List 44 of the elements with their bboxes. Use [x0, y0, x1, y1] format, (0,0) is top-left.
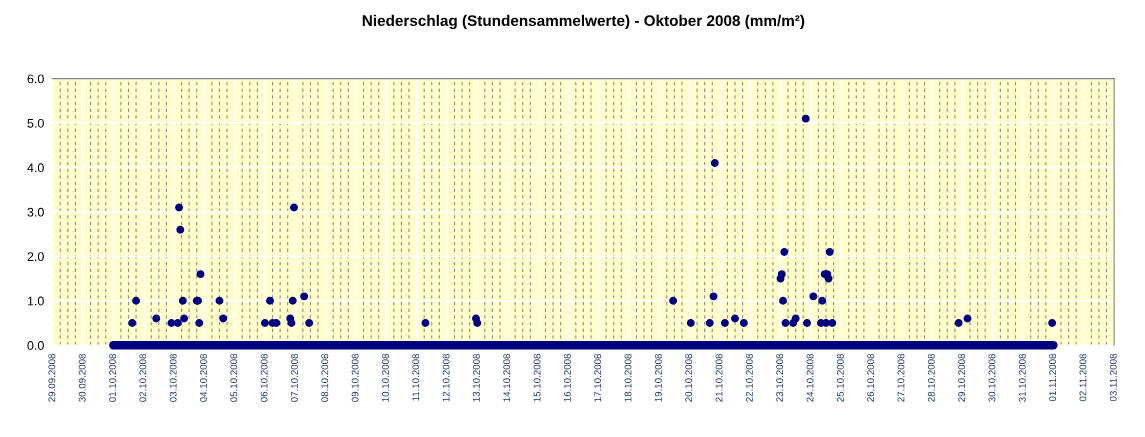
y-tick-label: 5.0 — [27, 118, 44, 128]
x-tick-label: 23.10.2008 — [776, 353, 784, 402]
x-tick-label: 10.10.2008 — [381, 353, 389, 402]
x-tick-label: 01.10.2008 — [109, 353, 116, 402]
x-tick-label: 02.10.2008 — [139, 353, 147, 402]
x-tick-label: 14.10.2008 — [503, 353, 511, 402]
chart-title: Niederschlag (Stundensammelwerte) - Oktober 2008 (mm/m²) — [362, 14, 805, 30]
x-tick-label: 22.10.2008 — [745, 353, 753, 402]
x-tick-label: 20.10.2008 — [685, 353, 693, 402]
x-tick-label: 16.10.2008 — [563, 353, 571, 402]
x-tick-label: 09.10.2008 — [351, 353, 359, 402]
x-tick-label: 18.10.2008 — [624, 353, 632, 402]
x-tick-label: 03.10.2008 — [169, 353, 177, 402]
x-tick-label: 17.10.2008 — [594, 353, 602, 402]
x-tick-label: 03.11.2008 — [1109, 353, 1117, 402]
y-tick-label: 4.0 — [27, 163, 44, 173]
x-tick-label: 29.09.2008 — [48, 353, 56, 402]
x-tick-label: 13.10.2008 — [472, 353, 480, 402]
x-tick-label: 02.11.2008 — [1079, 353, 1087, 402]
x-tick-label: 12.10.2008 — [442, 353, 450, 402]
x-tick-label: 01.11.2008 — [1049, 353, 1057, 402]
x-tick-label: 21.10.2008 — [715, 353, 723, 402]
y-tick-label: 0.0 — [27, 341, 44, 350]
x-tick-label: 24.10.2008 — [806, 353, 814, 402]
x-tick-label: 15.10.2008 — [533, 353, 541, 402]
x-tick-label: 26.10.2008 — [867, 353, 875, 402]
x-tick-label: 06.10.2008 — [260, 353, 268, 402]
x-tick-label: 04.10.2008 — [200, 353, 207, 402]
x-tick-label: 08.10.2008 — [321, 353, 329, 402]
x-tick-label: 07.10.2008 — [291, 353, 298, 402]
y-tick-label: 1.0 — [27, 296, 44, 306]
x-tick-label: 19.10.2008 — [654, 353, 662, 402]
x-tick-label: 29.10.2008 — [958, 353, 966, 402]
y-tick-label: 6.0 — [27, 74, 44, 84]
x-tick-label: 30.09.2008 — [78, 353, 86, 402]
y-tick-label: 3.0 — [27, 207, 44, 217]
x-tick-label: 25.10.2008 — [836, 353, 844, 402]
x-tick-label: 30.10.2008 — [988, 353, 996, 402]
x-tick-label: 28.10.2008 — [927, 353, 935, 402]
x-tick-label: 27.10.2008 — [897, 353, 905, 402]
x-tick-label: 05.10.2008 — [230, 353, 238, 402]
x-tick-label: 31.10.2008 — [1018, 353, 1026, 402]
y-tick-label: 2.0 — [27, 252, 44, 262]
x-tick-label: 11.10.2008 — [412, 353, 420, 401]
